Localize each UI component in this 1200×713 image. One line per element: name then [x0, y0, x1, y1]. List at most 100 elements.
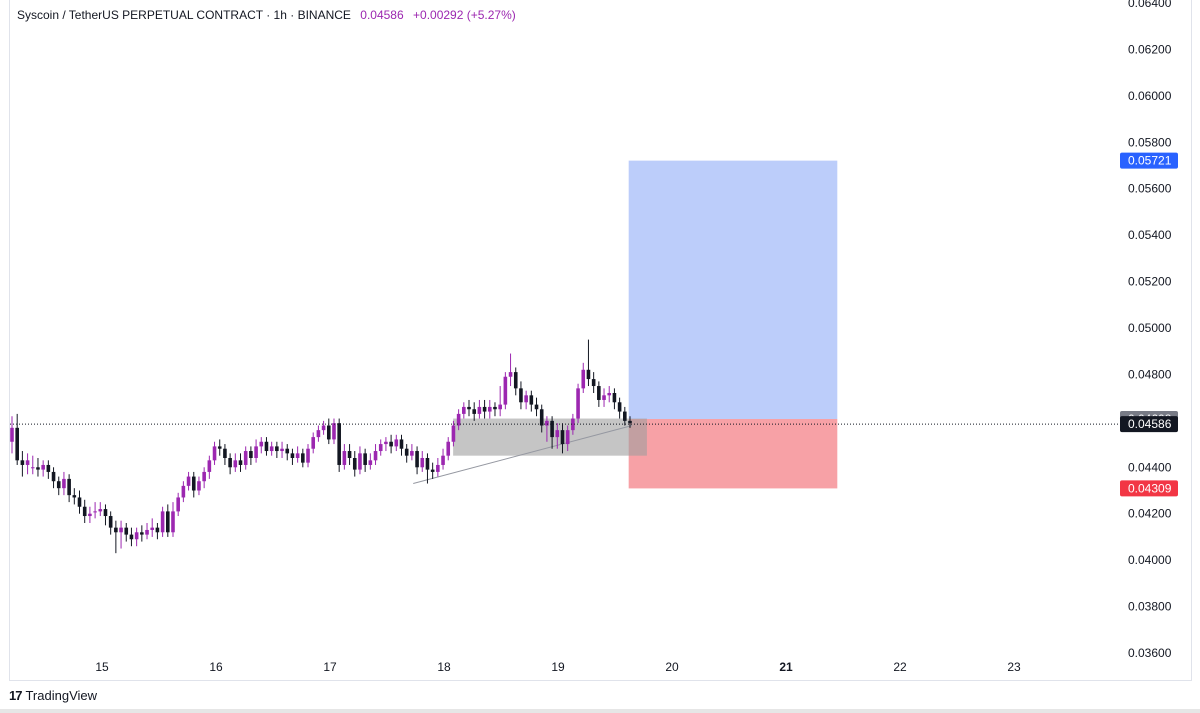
candle [555, 423, 560, 449]
candle [373, 444, 378, 465]
candle-body [337, 423, 341, 465]
candle [482, 399, 487, 419]
candle-body [10, 427, 14, 442]
candle [150, 518, 155, 537]
candle-body [67, 478, 71, 496]
candle [165, 504, 170, 537]
candle [56, 476, 61, 496]
zone-rectangle[interactable] [453, 418, 647, 456]
candle [389, 434, 393, 454]
candle-body [212, 446, 217, 461]
candle [565, 425, 570, 452]
candle-body [513, 372, 518, 389]
candle-body [103, 509, 108, 517]
candle-body [539, 409, 544, 426]
long-position-tool[interactable] [628, 160, 838, 489]
candle-body [233, 460, 238, 468]
candle-body [269, 446, 274, 452]
time-axis-label: 15 [95, 660, 109, 674]
candle [207, 455, 212, 479]
price-tag-label: 0.04309 [1128, 481, 1172, 495]
candle [181, 481, 186, 503]
time-axis-label: 18 [437, 660, 451, 674]
candle [524, 390, 528, 410]
candle [98, 502, 103, 517]
candle [243, 446, 248, 470]
price-axis-label: 0.05000 [1128, 321, 1172, 335]
candle-body [254, 446, 258, 458]
candle-body [72, 495, 77, 498]
tradingview-brand[interactable]: 17 TradingView [9, 688, 97, 703]
candle [269, 441, 274, 456]
candle [607, 386, 612, 403]
candle-body [482, 406, 487, 412]
candle [571, 413, 575, 435]
candle [233, 453, 238, 472]
candle-body [415, 451, 419, 468]
candle [134, 527, 139, 547]
candle-body [228, 458, 232, 468]
candle-body [347, 451, 352, 458]
candle [77, 490, 82, 514]
separator: · [290, 8, 295, 22]
candle-body [503, 376, 508, 405]
trendline[interactable] [413, 425, 633, 485]
candle [155, 523, 160, 540]
candle-body [41, 464, 45, 470]
candle [597, 381, 601, 407]
time-axis-label: 19 [551, 660, 565, 674]
candle [420, 451, 425, 472]
candle-body [389, 441, 393, 447]
time-axis-label: 20 [665, 660, 679, 674]
candle [404, 444, 409, 463]
candle-body [332, 423, 336, 440]
candle [446, 437, 451, 461]
candle-body [30, 467, 35, 469]
candle-body [363, 453, 367, 465]
candle-body [628, 420, 632, 424]
candle-body [446, 441, 451, 456]
candle-body [425, 458, 430, 470]
candle [191, 471, 196, 498]
candles-layer [10, 339, 632, 554]
candle [249, 446, 253, 465]
candle [363, 448, 367, 472]
time-axis[interactable]: 15 16 17 18 19 20 21 22 23 [9, 660, 1192, 681]
candle [15, 413, 19, 465]
candle [472, 402, 477, 421]
candle [347, 444, 352, 465]
candle [10, 416, 14, 454]
candle [623, 406, 627, 426]
price-axis-label: 0.05200 [1128, 275, 1172, 289]
candle [51, 467, 56, 489]
candle [140, 525, 144, 542]
candle-body [15, 427, 19, 461]
candle [591, 372, 596, 393]
price-tag-bg [1120, 480, 1178, 497]
candle [415, 446, 419, 475]
support-zone [453, 418, 647, 456]
candle-body [285, 448, 290, 454]
candle [342, 444, 347, 470]
candle [217, 439, 222, 456]
price-axis-label: 0.03600 [1128, 646, 1172, 660]
price-axis-label: 0.04800 [1128, 367, 1172, 381]
interval-label[interactable]: 1h [273, 8, 287, 22]
candle-body [264, 441, 269, 452]
candle [212, 441, 217, 465]
symbol-name[interactable]: Syscoin / TetherUS PERPETUAL CONTRACT [17, 8, 263, 22]
price-axis-label: 0.05800 [1128, 135, 1172, 149]
candle-body [249, 451, 253, 458]
candle-body [77, 497, 82, 507]
candle [368, 453, 373, 470]
price-axis[interactable]: 0.06400 0.06200 0.06000 0.05800 0.05600 0.054… [9, 0, 1192, 680]
candle-body [586, 369, 591, 380]
candle [352, 451, 357, 477]
candle [145, 523, 149, 540]
price-tag-label: 0.04586 [1128, 417, 1172, 431]
candle [628, 416, 632, 428]
candle [410, 444, 414, 461]
candle [576, 383, 580, 424]
